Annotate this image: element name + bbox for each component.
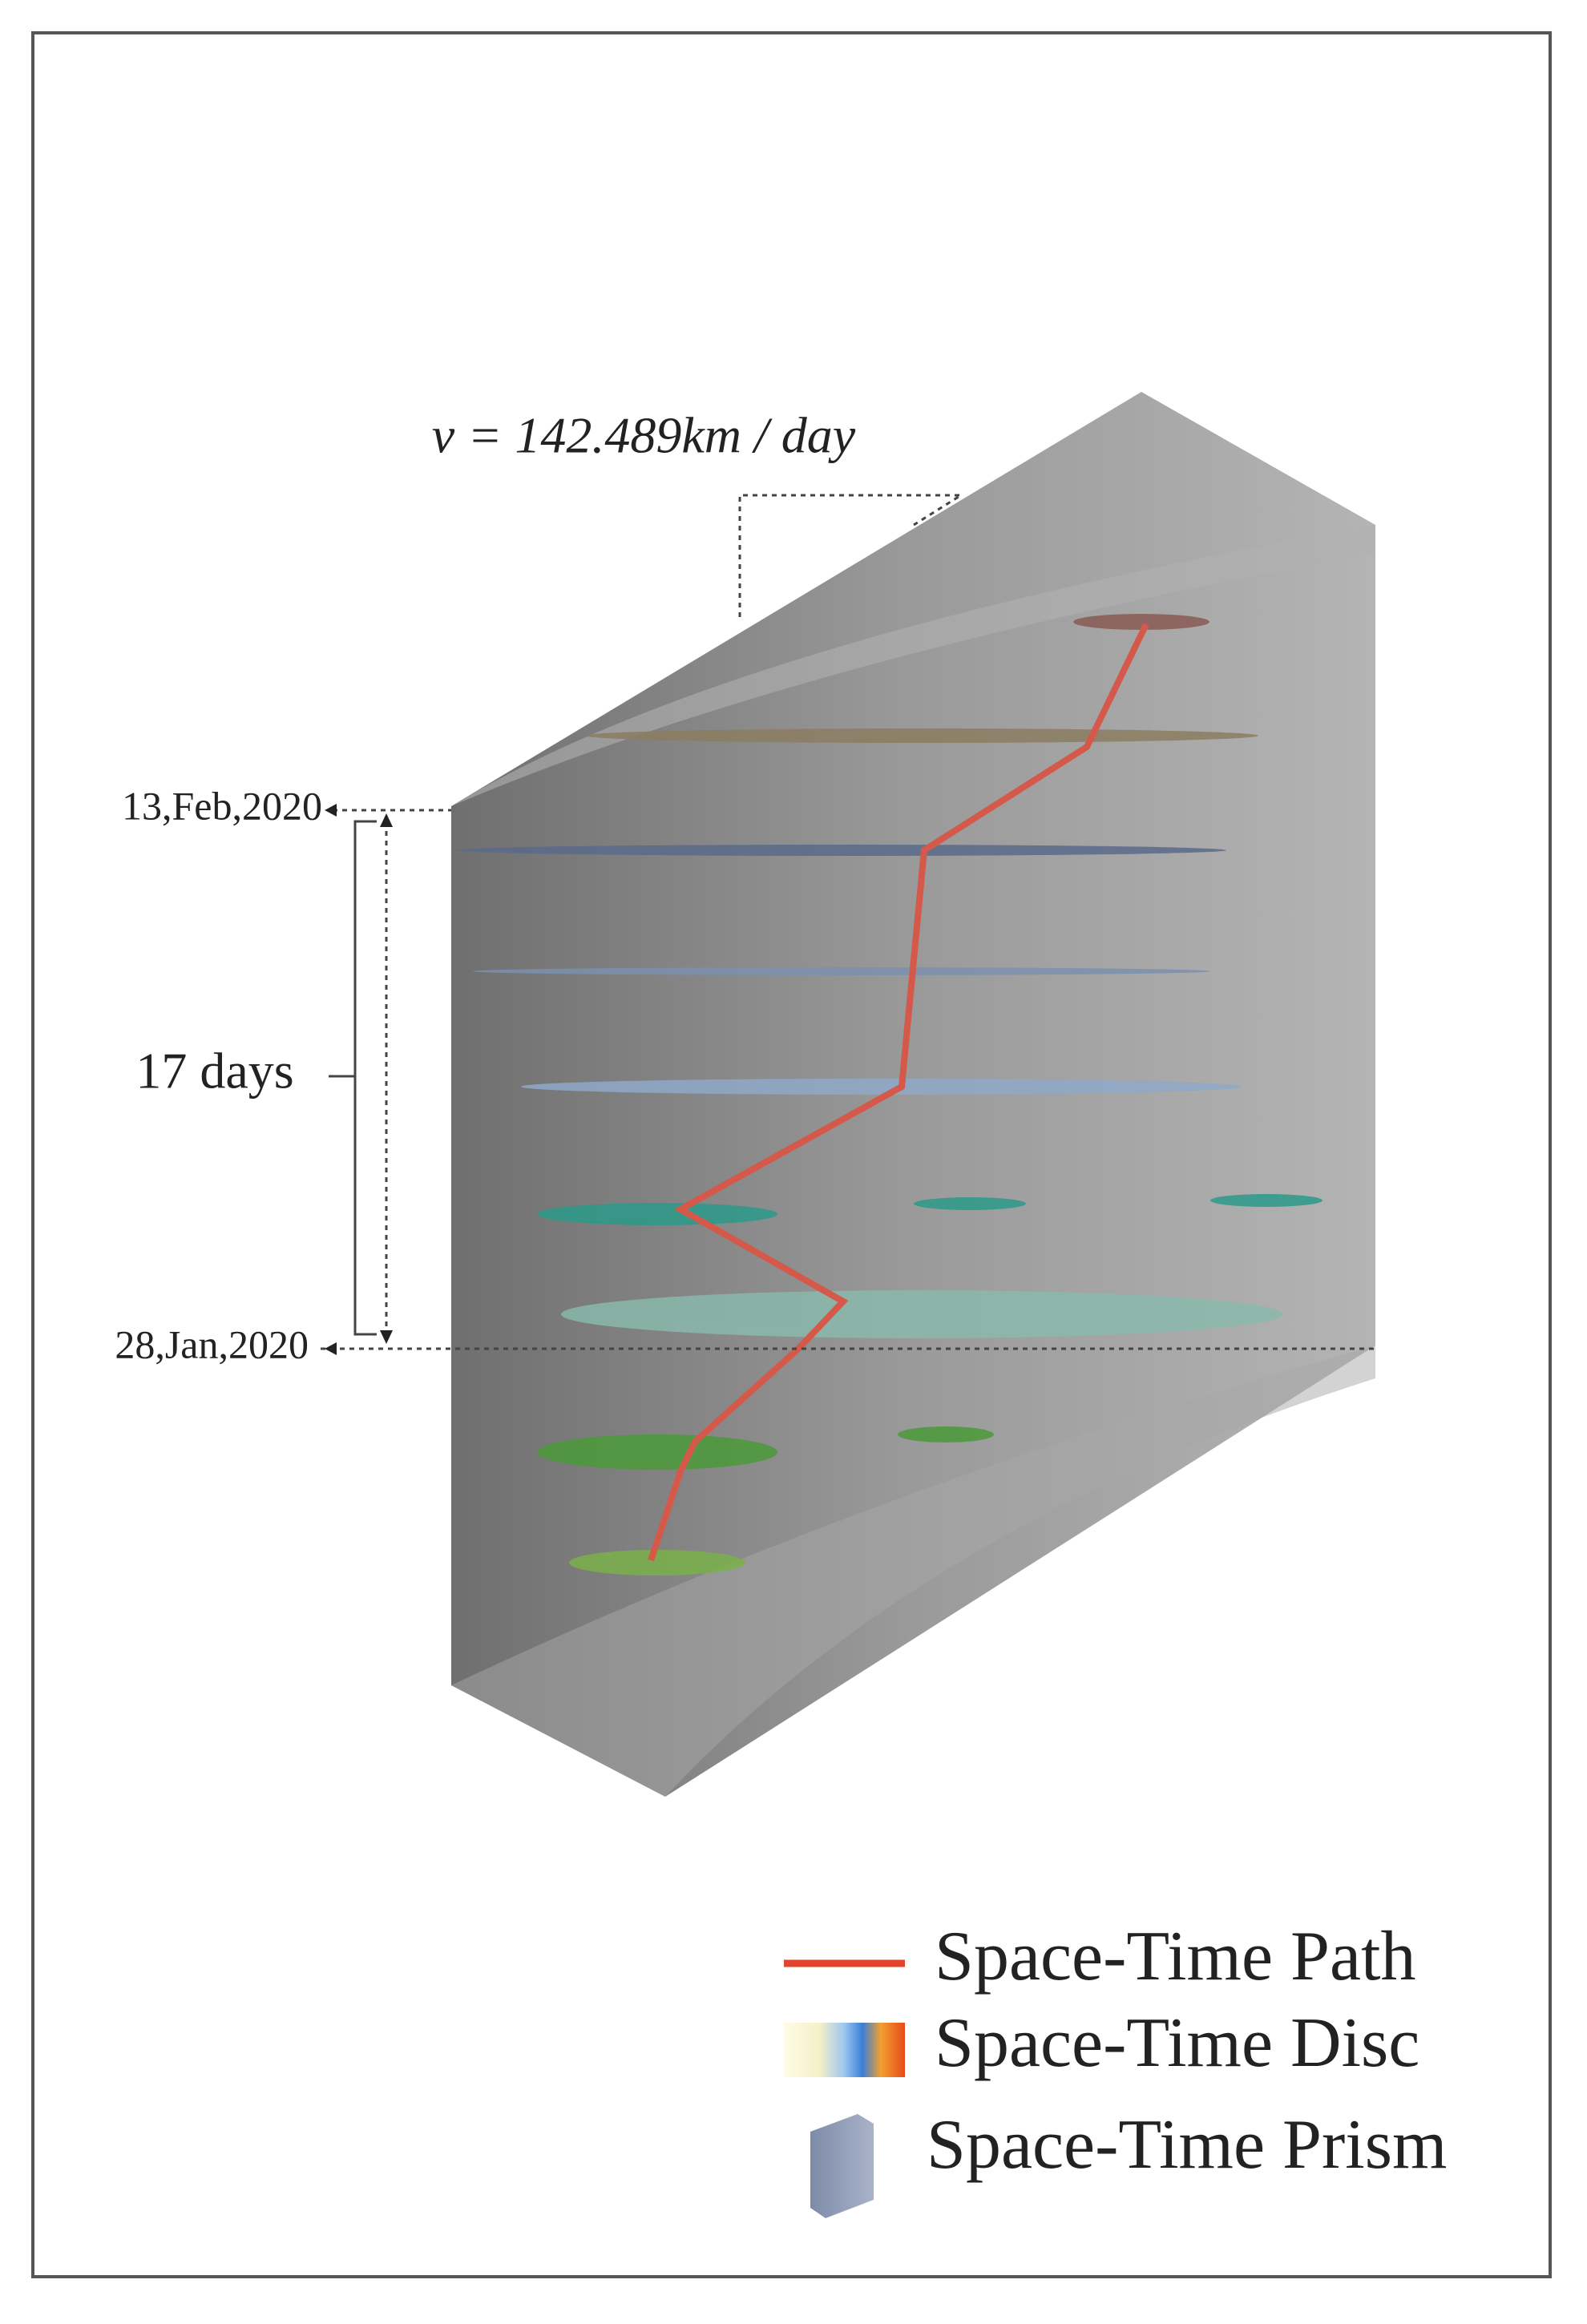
arrow [325, 804, 337, 817]
legend-prism-swatch [810, 2114, 874, 2218]
legend-label: Space-Time Disc [935, 2004, 1419, 2082]
legend-disc-swatch [784, 2023, 905, 2077]
velocity-leader [738, 494, 966, 617]
start-date: 13,Feb,2020 [122, 783, 322, 828]
discs [457, 614, 1322, 1576]
legend-label: Space-Time Path [935, 1918, 1416, 1995]
arrow [325, 1342, 337, 1355]
velocity-label: v = 142.489km / day [432, 407, 856, 464]
prism-bottom-face [451, 1346, 1375, 1797]
duration-label: 17 days [135, 1043, 293, 1099]
legend-label: Space-Time Prism [927, 2106, 1447, 2184]
duration-bracket [353, 820, 377, 1336]
arrow [380, 1330, 393, 1344]
legend: Space-Time Path Space-Time Disc Space-Ti… [784, 1918, 1447, 2218]
end-date: 28,Jan,2020 [115, 1321, 309, 1366]
prism-top-face [451, 525, 1375, 806]
space-time-path [648, 623, 1149, 1562]
arrow [380, 813, 393, 827]
